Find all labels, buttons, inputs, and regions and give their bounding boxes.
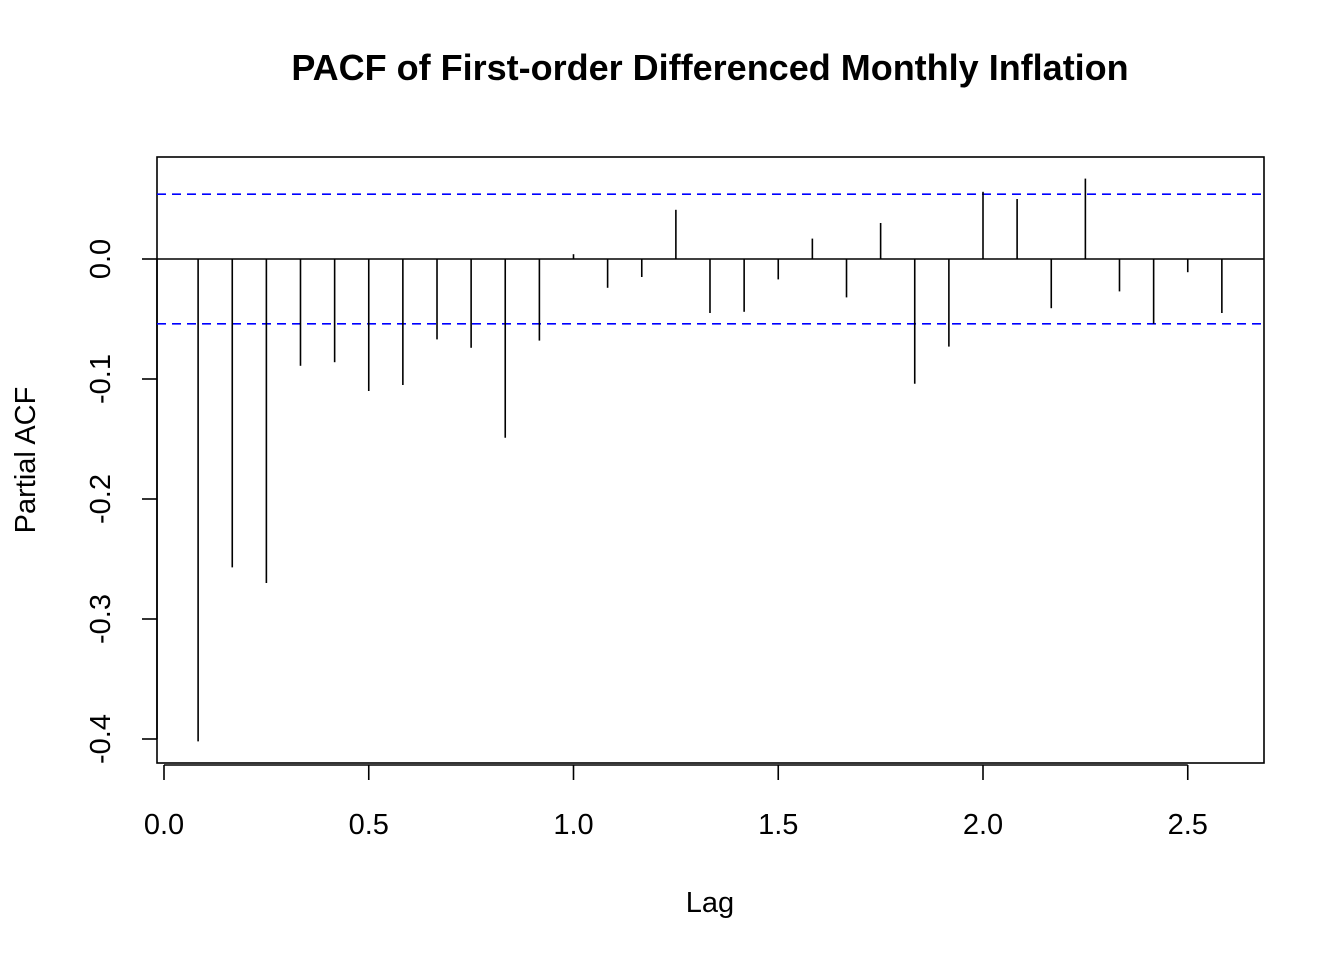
y-axis-label: Partial ACF [10,387,42,534]
x-tick-label: 1.5 [758,809,798,841]
x-tick-label: 1.0 [553,809,593,841]
y-tick-label: -0.2 [85,474,117,524]
pacf-bars [197,178,1223,742]
y-tick-label: -0.4 [85,714,117,764]
x-tick-label: 0.5 [349,809,389,841]
x-axis: 0.0 0.5 1.0 1.5 2.0 2.5 [144,764,1208,841]
y-tick-label: -0.3 [85,594,117,644]
x-axis-label: Lag [686,887,734,919]
y-tick-label: 0.0 [85,239,117,279]
chart-title: PACF of First-order Differenced Monthly … [291,47,1128,88]
x-tick-label: 0.0 [144,809,184,841]
y-tick-label: -0.1 [85,354,117,404]
x-tick-label: 2.0 [963,809,1003,841]
plot-frame [156,156,1265,764]
y-axis: -0.4 -0.3 -0.2 -0.1 0.0 [85,239,158,764]
x-tick-label: 2.5 [1168,809,1208,841]
